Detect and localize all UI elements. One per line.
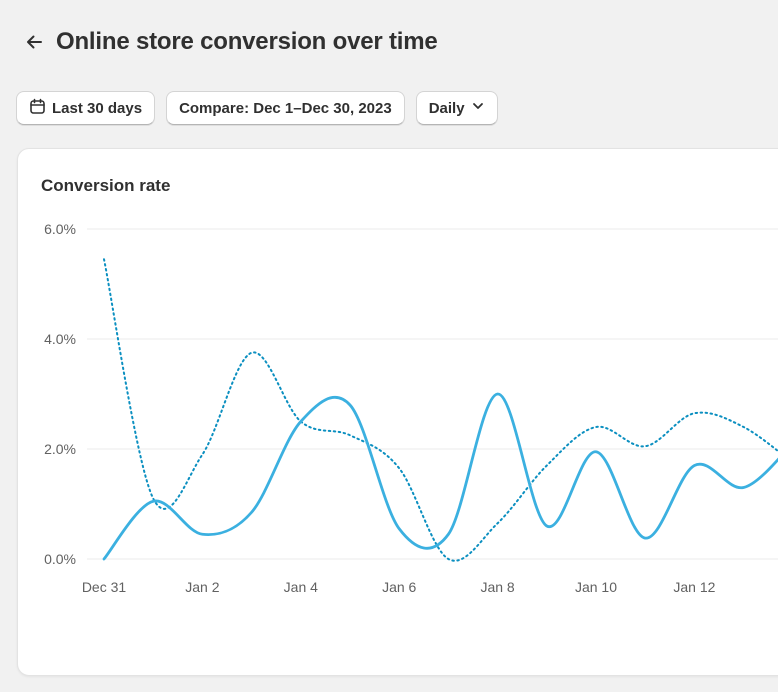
page-header: Online store conversion over time	[22, 28, 438, 56]
x-tick-label: Jan 8	[480, 579, 514, 595]
page-title: Online store conversion over time	[56, 28, 438, 55]
x-tick-label: Dec 31	[82, 579, 127, 595]
calendar-icon	[29, 98, 46, 119]
x-tick-label: Jan 10	[575, 579, 617, 595]
date-range-button[interactable]: Last 30 days	[16, 91, 156, 125]
x-tick-label: Jan 12	[673, 579, 715, 595]
arrow-left-icon[interactable]	[22, 30, 46, 54]
interval-label: Daily	[428, 99, 465, 117]
date-range-label: Last 30 days	[52, 99, 143, 117]
card-title: Conversion rate	[41, 176, 171, 195]
compare-label: Compare: Dec 1–Dec 30, 2023	[179, 99, 392, 117]
interval-button[interactable]: Daily	[415, 91, 498, 125]
y-tick-label: 2.0%	[44, 441, 76, 457]
comparison-series-line	[103, 258, 778, 562]
compare-button[interactable]: Compare: Dec 1–Dec 30, 2023	[166, 91, 405, 125]
y-tick-label: 6.0%	[44, 221, 76, 237]
x-tick-label: Jan 2	[185, 579, 219, 595]
y-tick-label: 0.0%	[44, 551, 76, 567]
toolbar: Last 30 days Compare: Dec 1–Dec 30, 2023…	[16, 91, 498, 125]
conversion-rate-card: Conversion rate 0.0% 2.0% 4.0% 6.0% Dec 31 Ja…	[17, 148, 778, 676]
chevron-down-icon	[471, 99, 485, 117]
x-tick-label: Jan 6	[382, 579, 416, 595]
x-tick-label: Jan 4	[284, 579, 318, 595]
conversion-rate-chart: 0.0% 2.0% 4.0% 6.0% Dec 31 Jan 2 Jan 4 Jan 6 Jan…	[44, 221, 778, 595]
primary-series-line	[102, 392, 778, 561]
y-tick-label: 4.0%	[44, 331, 76, 347]
